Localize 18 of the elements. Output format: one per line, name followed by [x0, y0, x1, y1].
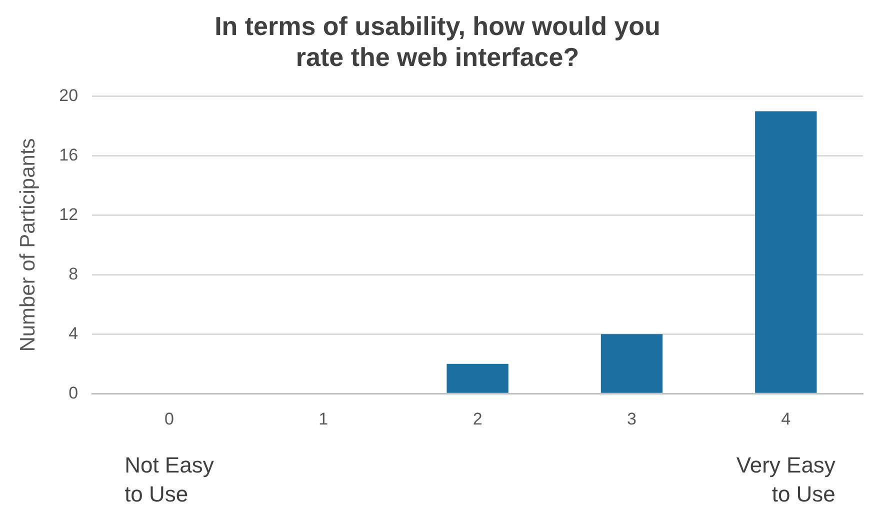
- y-axis-title: Number of Participants: [16, 138, 40, 352]
- y-tick-label: 12: [59, 204, 78, 224]
- y-tick-label: 4: [68, 324, 78, 343]
- x-tick-label: 1: [318, 409, 328, 428]
- y-tick-label: 8: [68, 264, 78, 284]
- x-tick-label: 2: [472, 409, 482, 428]
- y-tick-label: 20: [59, 86, 78, 106]
- x-tick-label: 3: [627, 409, 636, 428]
- y-tick-label: 0: [68, 383, 78, 402]
- text: Very Easy to Use: [736, 452, 836, 507]
- bar: [446, 364, 508, 393]
- text: Not Easy to Use: [124, 452, 214, 507]
- bar: [755, 111, 817, 393]
- x-tick-label: 4: [781, 409, 791, 428]
- bar: [600, 334, 663, 393]
- x-tick-label: 0: [164, 409, 174, 428]
- chart-title: In terms of usability, how would you rate the web interface?: [214, 10, 660, 72]
- y-tick-label: 16: [59, 146, 78, 165]
